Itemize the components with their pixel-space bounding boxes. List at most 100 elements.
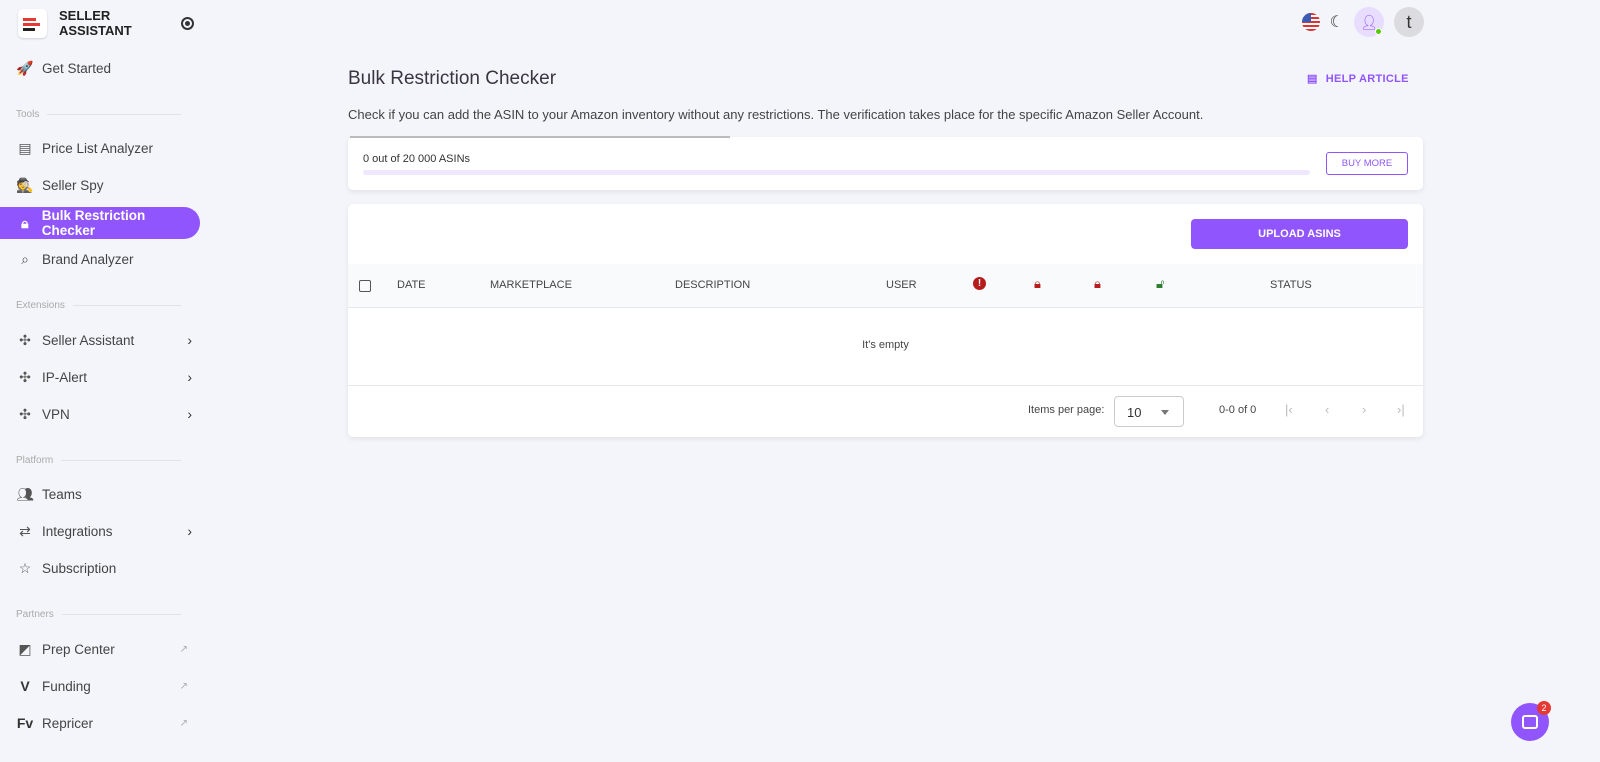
nav-label: Get Started bbox=[42, 60, 112, 76]
items-per-page-value: 10 bbox=[1127, 405, 1142, 420]
puzzle-icon: ✣ bbox=[19, 331, 31, 348]
prep-center-logo-icon: ◩ bbox=[18, 640, 32, 657]
lock-partial-icon: 🔒︎ bbox=[1094, 276, 1101, 291]
nav-label: Integrations bbox=[42, 523, 113, 539]
sidebar: SELLER ASSISTANT 🚀 Get Started Tools ▤ Pric… bbox=[0, 0, 210, 762]
nav-label: Seller Spy bbox=[42, 177, 104, 193]
items-per-page-label: Items per page: bbox=[1028, 404, 1105, 416]
nav-funding[interactable]: V Funding ↗ bbox=[0, 670, 200, 702]
column-description[interactable]: DESCRIPTION bbox=[675, 279, 751, 291]
column-status[interactable]: STATUS bbox=[1270, 279, 1312, 291]
column-marketplace[interactable]: MARKETPLACE bbox=[490, 279, 572, 291]
section-label: Tools bbox=[16, 109, 40, 120]
chevron-right-icon: › bbox=[187, 523, 192, 539]
users-icon: 👥︎ bbox=[16, 485, 34, 502]
nav-ip-alert[interactable]: ✣ IP-Alert › bbox=[0, 361, 200, 393]
brand-name: SELLER bbox=[59, 8, 111, 23]
funding-logo-icon: V bbox=[20, 678, 30, 694]
nav-get-started[interactable]: 🚀 Get Started bbox=[0, 52, 200, 84]
unlock-icon: 🔓︎ bbox=[1156, 276, 1165, 291]
nav-price-list-analyzer[interactable]: ▤ Price List Analyzer bbox=[0, 132, 200, 164]
page-range: 0-0 of 0 bbox=[1219, 404, 1257, 416]
nav-label: Prep Center bbox=[42, 641, 115, 657]
online-indicator bbox=[1375, 28, 1382, 35]
user-icon: 👤︎ bbox=[1360, 13, 1378, 30]
results-table-card: UPLOAD ASINS DATE MARKETPLACE DESCRIPTIO… bbox=[348, 204, 1423, 437]
section-label: Partners bbox=[16, 609, 54, 620]
empty-state: It's empty bbox=[862, 339, 909, 351]
section-extensions: Extensions bbox=[16, 300, 181, 311]
section-partners: Partners bbox=[16, 609, 181, 620]
nav-label: Seller Assistant bbox=[42, 332, 135, 348]
user-avatar[interactable]: 👤︎ bbox=[1354, 7, 1384, 37]
nav-label: Bulk Restriction Checker bbox=[41, 208, 146, 238]
lock-icon: 🔒︎ bbox=[21, 214, 29, 231]
nav-prep-center[interactable]: ◩ Prep Center ↗ bbox=[0, 633, 200, 665]
divider bbox=[350, 136, 730, 138]
nav-label: Funding bbox=[42, 678, 91, 694]
section-platform: Platform bbox=[16, 455, 181, 466]
nav-brand-analyzer[interactable]: ⌕ Brand Analyzer bbox=[0, 243, 200, 275]
article-icon: ▤ bbox=[1307, 73, 1318, 85]
alert-icon: ! bbox=[973, 277, 986, 290]
logo bbox=[18, 8, 47, 38]
brand-name: ASSISTANT bbox=[59, 23, 132, 38]
nav-label: Price List Analyzer bbox=[42, 140, 154, 156]
select-all-checkbox[interactable] bbox=[359, 280, 371, 292]
buy-more-button[interactable]: BUY MORE bbox=[1326, 152, 1408, 175]
list-icon: ▤ bbox=[18, 139, 32, 156]
nav-teams[interactable]: 👥︎ Teams bbox=[0, 478, 200, 510]
section-tools: Tools bbox=[16, 109, 181, 120]
nav-label: Brand Analyzer bbox=[42, 251, 134, 267]
nav-label: IP-Alert bbox=[42, 369, 88, 385]
nav-repricer[interactable]: Fv Repricer ↗ bbox=[0, 707, 200, 739]
nav-bulk-restriction-checker[interactable]: 🔒︎ Bulk Restriction Checker bbox=[0, 207, 200, 239]
chevron-right-icon: › bbox=[187, 406, 192, 422]
account-avatar[interactable]: t bbox=[1394, 7, 1424, 37]
section-label: Platform bbox=[16, 455, 54, 466]
chevron-right-icon: › bbox=[187, 332, 192, 348]
column-user[interactable]: USER bbox=[886, 279, 917, 291]
section-label: Extensions bbox=[16, 300, 65, 311]
help-label: HELP ARTICLE bbox=[1325, 72, 1409, 85]
chat-icon bbox=[1522, 715, 1538, 729]
first-page-icon[interactable]: |‹ bbox=[1285, 402, 1293, 417]
puzzle-icon: ✣ bbox=[19, 368, 31, 385]
chat-badge: 2 bbox=[1537, 701, 1551, 715]
page-title: Bulk Restriction Checker bbox=[348, 68, 557, 89]
dark-mode-icon[interactable]: ☾ bbox=[1329, 14, 1344, 31]
rocket-icon: 🚀 bbox=[16, 59, 34, 76]
lock-icon: 🔒︎ bbox=[1034, 276, 1041, 291]
nav-label: Teams bbox=[42, 486, 82, 502]
next-page-icon[interactable]: › bbox=[1362, 402, 1367, 417]
topbar: ☾ 👤︎ t bbox=[1301, 7, 1424, 37]
prev-page-icon[interactable]: ‹ bbox=[1325, 402, 1330, 417]
nav-seller-assistant[interactable]: ✣ Seller Assistant › bbox=[0, 324, 200, 356]
nav-label: Repricer bbox=[42, 715, 94, 731]
quota-progress-bar bbox=[363, 170, 1310, 175]
chat-launcher-button[interactable]: 2 bbox=[1511, 701, 1551, 741]
nav-seller-spy[interactable]: 🕵 Seller Spy bbox=[0, 169, 200, 201]
external-link-icon: ↗ bbox=[179, 680, 188, 692]
nav-vpn[interactable]: ✣ VPN › bbox=[0, 398, 200, 430]
items-per-page-select[interactable]: 10 bbox=[1114, 396, 1184, 427]
tag-search-icon: ⌕ bbox=[21, 250, 29, 267]
quota-card: 0 out of 20 000 ASINs BUY MORE bbox=[348, 136, 1423, 190]
upload-asins-button[interactable]: UPLOAD ASINS bbox=[1191, 219, 1408, 249]
nav-label: VPN bbox=[42, 406, 70, 422]
help-article-link[interactable]: ▤ HELP ARTICLE bbox=[1307, 72, 1409, 86]
column-date[interactable]: DATE bbox=[397, 279, 426, 291]
last-page-icon[interactable]: ›| bbox=[1397, 402, 1405, 417]
spy-icon: 🕵 bbox=[16, 176, 34, 193]
quota-label: 0 out of 20 000 ASINs bbox=[363, 153, 471, 165]
brand[interactable]: SELLER ASSISTANT bbox=[18, 8, 132, 38]
nav-subscription[interactable]: ☆ Subscription bbox=[0, 552, 200, 584]
nav-label: Subscription bbox=[42, 560, 117, 576]
us-flag-icon[interactable] bbox=[1301, 13, 1320, 31]
nav-integrations[interactable]: ⇄ Integrations › bbox=[0, 515, 200, 547]
puzzle-icon: ✣ bbox=[19, 405, 31, 422]
pin-sidebar-icon[interactable] bbox=[181, 17, 194, 30]
repricer-logo-icon: Fv bbox=[16, 715, 34, 731]
chevron-right-icon: › bbox=[187, 369, 192, 385]
star-icon: ☆ bbox=[18, 559, 32, 576]
